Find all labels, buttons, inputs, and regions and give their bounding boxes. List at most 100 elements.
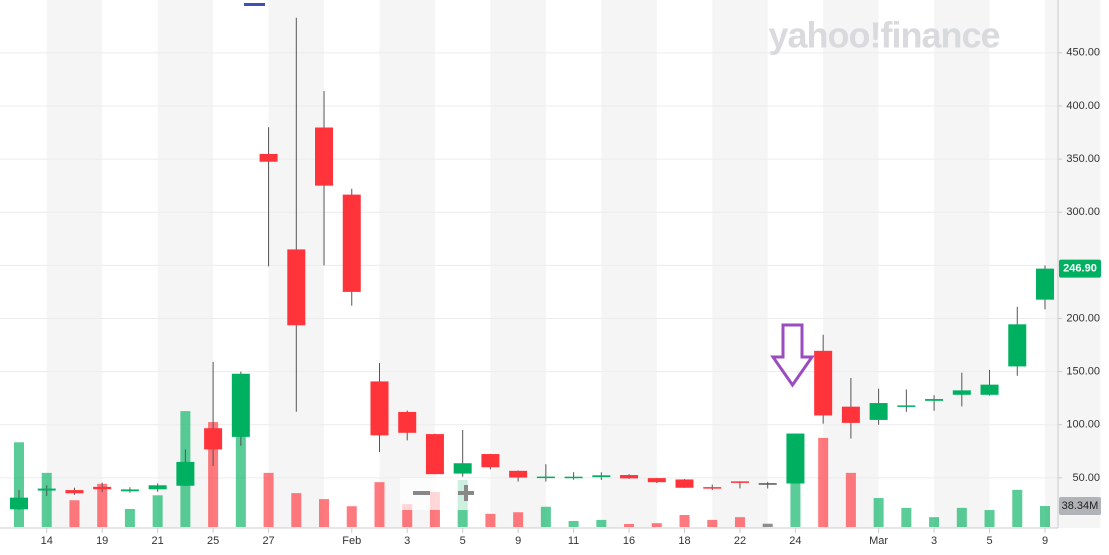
candle-body [730, 481, 749, 483]
x-tick-label: 3 [404, 535, 410, 547]
y-tick-label: 50.00 [1072, 472, 1100, 484]
indicator [244, 3, 265, 6]
volume-bar [402, 504, 413, 527]
x-tick-label: Feb [342, 535, 361, 547]
x-tick-label: 21 [152, 535, 164, 547]
volume-bar [762, 523, 773, 527]
volume-bar [152, 495, 163, 527]
zoom-controls[interactable] [400, 478, 488, 510]
candle-body [204, 428, 223, 450]
volume-bar [540, 506, 551, 527]
volume-bar [818, 437, 829, 527]
x-tick-label: 25 [207, 535, 219, 547]
volume-bar [901, 507, 912, 527]
candle-body [675, 479, 694, 488]
candle-body [703, 487, 722, 489]
volume-bar [734, 517, 745, 527]
candle-body [65, 490, 84, 494]
candle-body [398, 411, 417, 433]
candle-body [841, 406, 860, 423]
x-tick-label: 19 [96, 535, 108, 547]
volume-bar [845, 472, 856, 527]
candle-body [37, 488, 56, 491]
volume-bar [69, 500, 80, 527]
x-tick-label: 9 [1042, 535, 1048, 547]
y-tick-label: 200.00 [1066, 312, 1100, 324]
x-tick-label: 24 [789, 535, 801, 547]
candle-body [536, 476, 555, 479]
volume-bar [707, 519, 718, 527]
candle-body [10, 497, 28, 510]
candle-body [564, 476, 583, 479]
volume-bar [41, 472, 52, 527]
candle-body [93, 486, 112, 490]
x-tick-label: 5 [986, 535, 992, 547]
candle-body [592, 475, 611, 478]
volume-label-box [1059, 497, 1101, 516]
x-tick-label: 14 [41, 535, 53, 547]
volume-bar [568, 520, 579, 527]
volume-bar [14, 442, 24, 527]
candle-body [120, 489, 139, 492]
candle-body [509, 470, 528, 478]
candle-body [481, 454, 500, 468]
volume-bar [235, 429, 246, 527]
candle-body [370, 381, 389, 436]
price-label-box [1059, 259, 1101, 278]
volume-bar [873, 498, 884, 527]
column-band [601, 0, 657, 528]
candle-body [786, 433, 805, 484]
x-tick-label: 5 [460, 535, 466, 547]
volume-bar [679, 514, 690, 527]
x-tick-label: 27 [262, 535, 274, 547]
volume-bar [929, 517, 940, 527]
volume-bar [485, 513, 496, 527]
volume-bar [208, 422, 219, 527]
candle-body [287, 249, 306, 326]
candle-body [176, 461, 195, 486]
volume-bar [319, 499, 330, 527]
volume-bar [346, 506, 357, 527]
candle-body [425, 434, 444, 475]
column-band [823, 0, 879, 528]
x-tick-label: 16 [623, 535, 635, 547]
x-tick-label: 9 [515, 535, 521, 547]
candle-body [869, 403, 888, 420]
volume-bar [956, 507, 967, 527]
x-tick-label: Mar [869, 535, 888, 547]
column-band [46, 0, 103, 528]
logo: yahoo!finance [768, 15, 999, 56]
x-tick-label: 11 [568, 535, 579, 547]
candle-body [231, 373, 250, 437]
volume-bar [984, 510, 995, 527]
candle-body [758, 483, 777, 485]
y-tick-label: 400.00 [1066, 100, 1100, 112]
candle-body [148, 485, 167, 490]
arrow-annotation [770, 323, 815, 388]
candle-body [259, 153, 278, 162]
candle-body [980, 384, 999, 395]
candle-body [620, 475, 639, 479]
volume-label: 38.34M [1062, 500, 1099, 512]
y-tick-label: 300.00 [1066, 206, 1100, 218]
volume-bar [624, 523, 635, 527]
candle-body [925, 399, 944, 401]
zoom-in[interactable] [464, 485, 468, 501]
x-tick-label: 18 [678, 535, 690, 547]
volume-bar [124, 508, 135, 527]
volume-bar [1040, 506, 1050, 527]
column-band [712, 0, 768, 528]
plot: 50.00100.00150.00200.00250.00300.00350.0… [10, 17, 1101, 547]
volume-bar [1012, 489, 1023, 527]
candle-body [453, 463, 472, 474]
candle-body [952, 390, 971, 395]
y-tick-label: 100.00 [1066, 419, 1100, 431]
zoom-out[interactable] [413, 491, 430, 495]
volume-bar [291, 493, 302, 527]
price-label: 246.90 [1063, 263, 1097, 275]
candle-body [1008, 324, 1027, 367]
column-band [490, 0, 546, 528]
volume-bar [374, 482, 385, 527]
volume-bar [97, 483, 108, 527]
candle-body [647, 478, 666, 483]
